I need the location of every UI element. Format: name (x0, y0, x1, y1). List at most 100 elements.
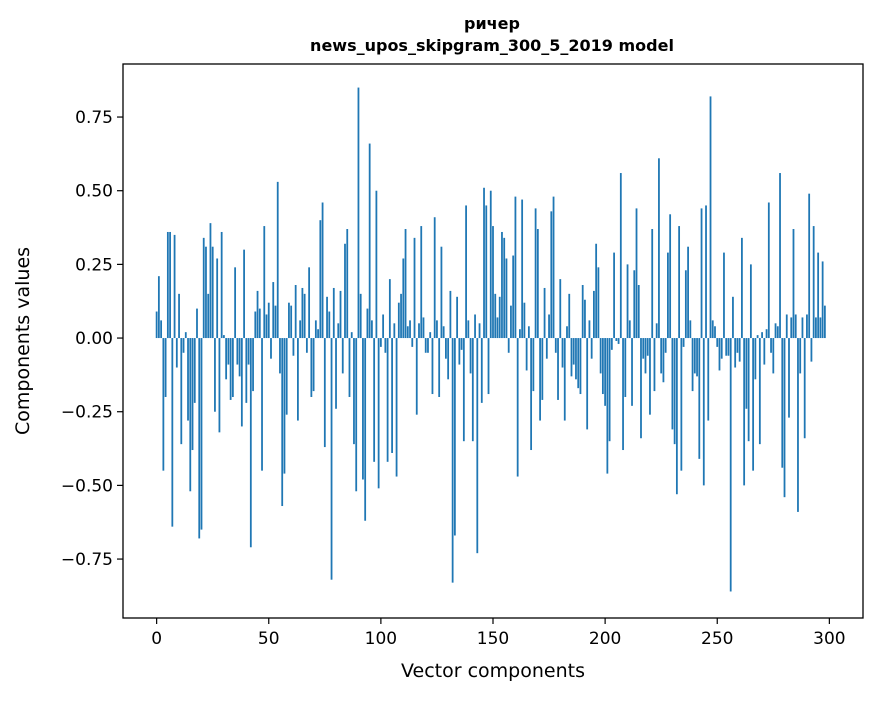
bar (714, 326, 716, 339)
bar (155, 311, 158, 339)
bar (568, 293, 571, 339)
bar (371, 320, 373, 339)
bar (536, 229, 539, 339)
bar (254, 311, 257, 339)
bar (211, 246, 214, 339)
bar (727, 338, 730, 356)
bar (561, 338, 564, 368)
bar (770, 338, 772, 353)
bar (501, 231, 503, 339)
bar (671, 338, 674, 430)
bar (577, 338, 580, 389)
bar (725, 338, 728, 356)
bar (812, 226, 815, 339)
bar (288, 302, 290, 339)
bar (346, 229, 349, 339)
bar (409, 320, 411, 339)
bar (806, 314, 808, 339)
bar (355, 338, 358, 492)
bar (631, 338, 633, 406)
bar (572, 338, 575, 365)
bar (189, 338, 192, 492)
bar (646, 338, 649, 356)
bar (707, 338, 710, 421)
bar (691, 338, 694, 392)
bar (718, 338, 721, 371)
bar (732, 296, 734, 339)
bar (231, 338, 234, 397)
bar (702, 338, 705, 486)
bar (357, 87, 360, 339)
bar (240, 338, 243, 427)
bar (359, 293, 362, 339)
y-tick-label: −0.75 (61, 550, 113, 570)
y-axis-ticks: 0.75 0.50 0.25 0.00 −0.25 −0.50 −0.75 (61, 108, 123, 570)
bar (514, 196, 517, 339)
bar (633, 270, 636, 339)
bar (534, 208, 537, 339)
bar (539, 338, 541, 421)
bar (761, 332, 763, 339)
bar (442, 326, 445, 339)
bar (756, 335, 759, 339)
x-tick-label: 50 (258, 629, 280, 649)
bar (548, 314, 550, 339)
bar (202, 237, 205, 339)
bar (366, 308, 369, 339)
bar (207, 293, 210, 339)
bar (433, 217, 436, 339)
bar (512, 255, 515, 339)
bar (375, 190, 378, 339)
y-tick-label: 0.75 (75, 108, 113, 128)
bar (803, 338, 806, 439)
bar (373, 338, 376, 462)
bar (597, 267, 600, 339)
bar (689, 320, 692, 339)
x-tick-label: 200 (589, 629, 621, 649)
bar (223, 335, 225, 339)
bar (180, 338, 183, 445)
bar (527, 326, 530, 339)
bar (507, 338, 510, 353)
bar (328, 311, 331, 339)
bar (503, 237, 506, 339)
bar (541, 338, 544, 400)
bar (469, 338, 472, 374)
bar (305, 338, 308, 353)
bar (384, 338, 387, 353)
bar (741, 237, 743, 339)
bar (476, 338, 479, 554)
bar (337, 323, 340, 339)
bar (456, 296, 459, 339)
bar (187, 338, 189, 421)
bar (575, 338, 577, 380)
bar (445, 338, 447, 359)
bar (644, 338, 647, 374)
bar (601, 338, 604, 395)
y-tick-label: −0.25 (61, 403, 113, 423)
bar (765, 329, 768, 339)
bar (821, 261, 824, 339)
bar (785, 314, 788, 339)
bar (613, 252, 615, 339)
bar (182, 338, 185, 353)
bar (431, 338, 434, 395)
bar (664, 338, 667, 353)
bar (776, 326, 779, 339)
bar (823, 305, 826, 339)
bar (205, 246, 207, 339)
bar (424, 338, 427, 353)
bar (234, 267, 237, 339)
bar (622, 338, 624, 451)
bar (238, 338, 241, 377)
bar (579, 338, 582, 395)
bar (175, 338, 178, 368)
bar (364, 338, 367, 521)
bar (660, 338, 663, 374)
bar (319, 220, 322, 339)
bar (599, 338, 602, 374)
bar (716, 338, 719, 347)
bar (377, 338, 380, 489)
bar (489, 190, 492, 339)
